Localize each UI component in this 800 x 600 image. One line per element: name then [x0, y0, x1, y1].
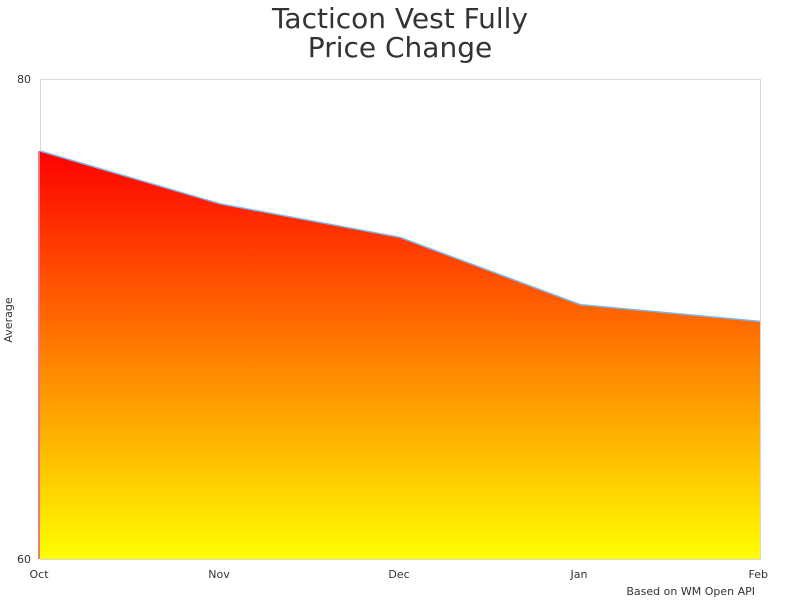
y-axis-label: Average — [2, 297, 15, 342]
credit-text[interactable]: Based on WM Open API — [626, 585, 755, 598]
x-tick-feb: Feb — [749, 568, 768, 581]
y-tick-80: 80 — [17, 73, 31, 86]
x-tick-jan: Jan — [570, 568, 588, 581]
x-axis-ticks: Oct Nov Dec Jan Feb — [29, 568, 768, 581]
chart-title-line-1: Tacticon Vest Fully — [271, 2, 528, 35]
x-tick-dec: Dec — [388, 568, 409, 581]
x-tick-oct: Oct — [29, 568, 49, 581]
chart-title-line-2: Price Change — [308, 31, 492, 64]
x-tick-nov: Nov — [208, 568, 230, 581]
series-line — [39, 150, 761, 323]
y-tick-60: 60 — [17, 553, 31, 566]
area-fill — [40, 151, 760, 559]
